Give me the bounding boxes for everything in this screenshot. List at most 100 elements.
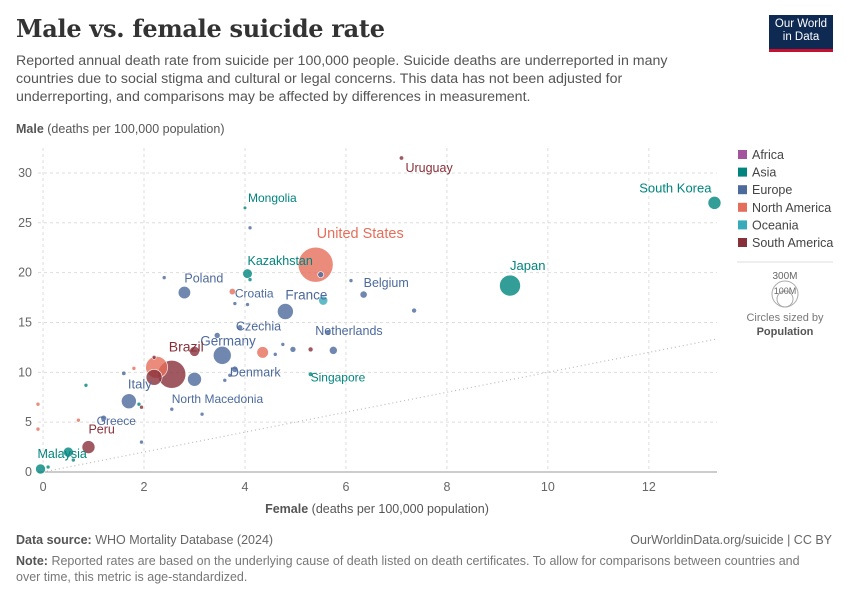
data-point[interactable]: [35, 426, 41, 432]
data-point[interactable]: [245, 302, 250, 307]
data-point[interactable]: [359, 290, 368, 299]
data-point[interactable]: [187, 371, 202, 387]
data-point[interactable]: [71, 457, 76, 463]
size-legend-variable: Population: [757, 326, 814, 338]
data-point[interactable]: [136, 401, 142, 407]
logo-line1: Our World: [774, 18, 828, 30]
size-legend-caption: Circles sized by: [746, 312, 824, 324]
data-point[interactable]: [348, 278, 354, 283]
data-point[interactable]: [329, 346, 338, 355]
footer-citation[interactable]: OurWorldinData.org/suicide | CC BY: [630, 533, 832, 547]
legend-item[interactable]: South America: [752, 236, 833, 250]
data-point[interactable]: [232, 301, 238, 306]
data-point[interactable]: [227, 373, 233, 378]
data-point[interactable]: [76, 417, 81, 423]
data-point[interactable]: [62, 446, 74, 458]
legend-swatch: [738, 167, 747, 177]
size-legend-small-label: 100M: [774, 286, 797, 296]
data-point[interactable]: [242, 205, 248, 210]
point-label: Belgium: [364, 276, 409, 290]
data-point[interactable]: [100, 414, 107, 422]
data-point[interactable]: [121, 370, 127, 376]
legend-item[interactable]: Africa: [752, 148, 784, 162]
y-tick-label: 0: [25, 465, 32, 479]
data-point[interactable]: [398, 155, 404, 161]
data-point[interactable]: [247, 225, 253, 231]
legend-swatch: [738, 220, 747, 230]
data-point[interactable]: [212, 346, 232, 365]
data-point[interactable]: [35, 401, 41, 407]
point-label: France: [285, 288, 327, 303]
data-point[interactable]: [236, 324, 244, 331]
y-tick-label: 30: [18, 166, 32, 180]
data-point[interactable]: [131, 366, 137, 371]
data-point[interactable]: [317, 271, 325, 278]
data-point[interactable]: [256, 346, 269, 359]
data-point[interactable]: [199, 411, 205, 417]
x-tick-label: 0: [40, 480, 47, 494]
point-label: Peru: [88, 423, 114, 437]
point-label: Singapore: [311, 371, 366, 385]
data-point[interactable]: [280, 342, 286, 347]
data-point[interactable]: [189, 346, 200, 357]
x-tick-label: 2: [141, 480, 148, 494]
owid-logo[interactable]: Our World in Data: [769, 15, 833, 52]
data-point[interactable]: [247, 277, 253, 282]
data-point[interactable]: [121, 393, 137, 410]
data-point[interactable]: [307, 346, 314, 353]
data-point[interactable]: [169, 406, 175, 412]
data-point[interactable]: [308, 371, 314, 377]
legend-item[interactable]: Asia: [752, 166, 776, 180]
data-point[interactable]: [228, 288, 236, 296]
data-point[interactable]: [318, 295, 329, 306]
point-label: Uruguay: [405, 161, 453, 175]
data-point[interactable]: [289, 346, 297, 353]
point-label: Greece: [97, 414, 137, 428]
legend-swatch: [738, 150, 747, 159]
point-label: Mongolia: [248, 191, 297, 205]
point-label: Germany: [200, 333, 256, 348]
data-point[interactable]: [139, 404, 144, 410]
y-tick-label: 5: [25, 415, 32, 429]
data-point[interactable]: [242, 268, 253, 279]
note-label: Note:: [16, 554, 48, 568]
logo-line2: in Data: [782, 31, 820, 43]
data-point[interactable]: [139, 439, 144, 445]
legend-item[interactable]: Europe: [752, 183, 792, 197]
point-label: Italy: [128, 377, 152, 392]
data-point[interactable]: [277, 303, 294, 320]
point-label: North Macedonia: [172, 392, 264, 406]
legend-item[interactable]: Oceania: [752, 218, 799, 232]
data-point[interactable]: [231, 365, 239, 373]
data-point[interactable]: [297, 246, 334, 283]
footer-source: Data source: WHO Mortality Database (202…: [16, 533, 273, 547]
data-point[interactable]: [45, 464, 51, 470]
point-label: Japan: [510, 258, 545, 273]
data-point[interactable]: [161, 275, 167, 280]
data-point[interactable]: [411, 307, 417, 314]
data-point[interactable]: [707, 196, 722, 210]
y-axis-title: Male (deaths per 100,000 population): [16, 122, 225, 136]
data-point[interactable]: [151, 355, 157, 360]
data-point[interactable]: [213, 332, 221, 339]
data-point[interactable]: [222, 377, 228, 383]
x-axis-title-bold: Female: [265, 502, 308, 516]
data-point[interactable]: [272, 352, 278, 357]
point-label: South Korea: [639, 180, 712, 195]
point-label: Denmark: [230, 366, 281, 380]
point-label: Malaysia: [38, 447, 87, 461]
source-text[interactable]: WHO Mortality Database (2024): [95, 533, 274, 547]
data-point[interactable]: [177, 286, 191, 300]
data-point[interactable]: [145, 369, 163, 386]
data-point[interactable]: [499, 274, 521, 297]
legend-swatch: [738, 238, 747, 247]
point-label: Poland: [184, 271, 223, 285]
source-label: Data source:: [16, 533, 92, 547]
size-legend-big-label: 300M: [772, 271, 797, 282]
data-point[interactable]: [35, 463, 46, 475]
legend-item[interactable]: North America: [752, 201, 831, 215]
size-legend-small: [776, 290, 794, 308]
data-point[interactable]: [325, 329, 332, 336]
data-point[interactable]: [81, 440, 96, 454]
data-point[interactable]: [83, 382, 89, 388]
